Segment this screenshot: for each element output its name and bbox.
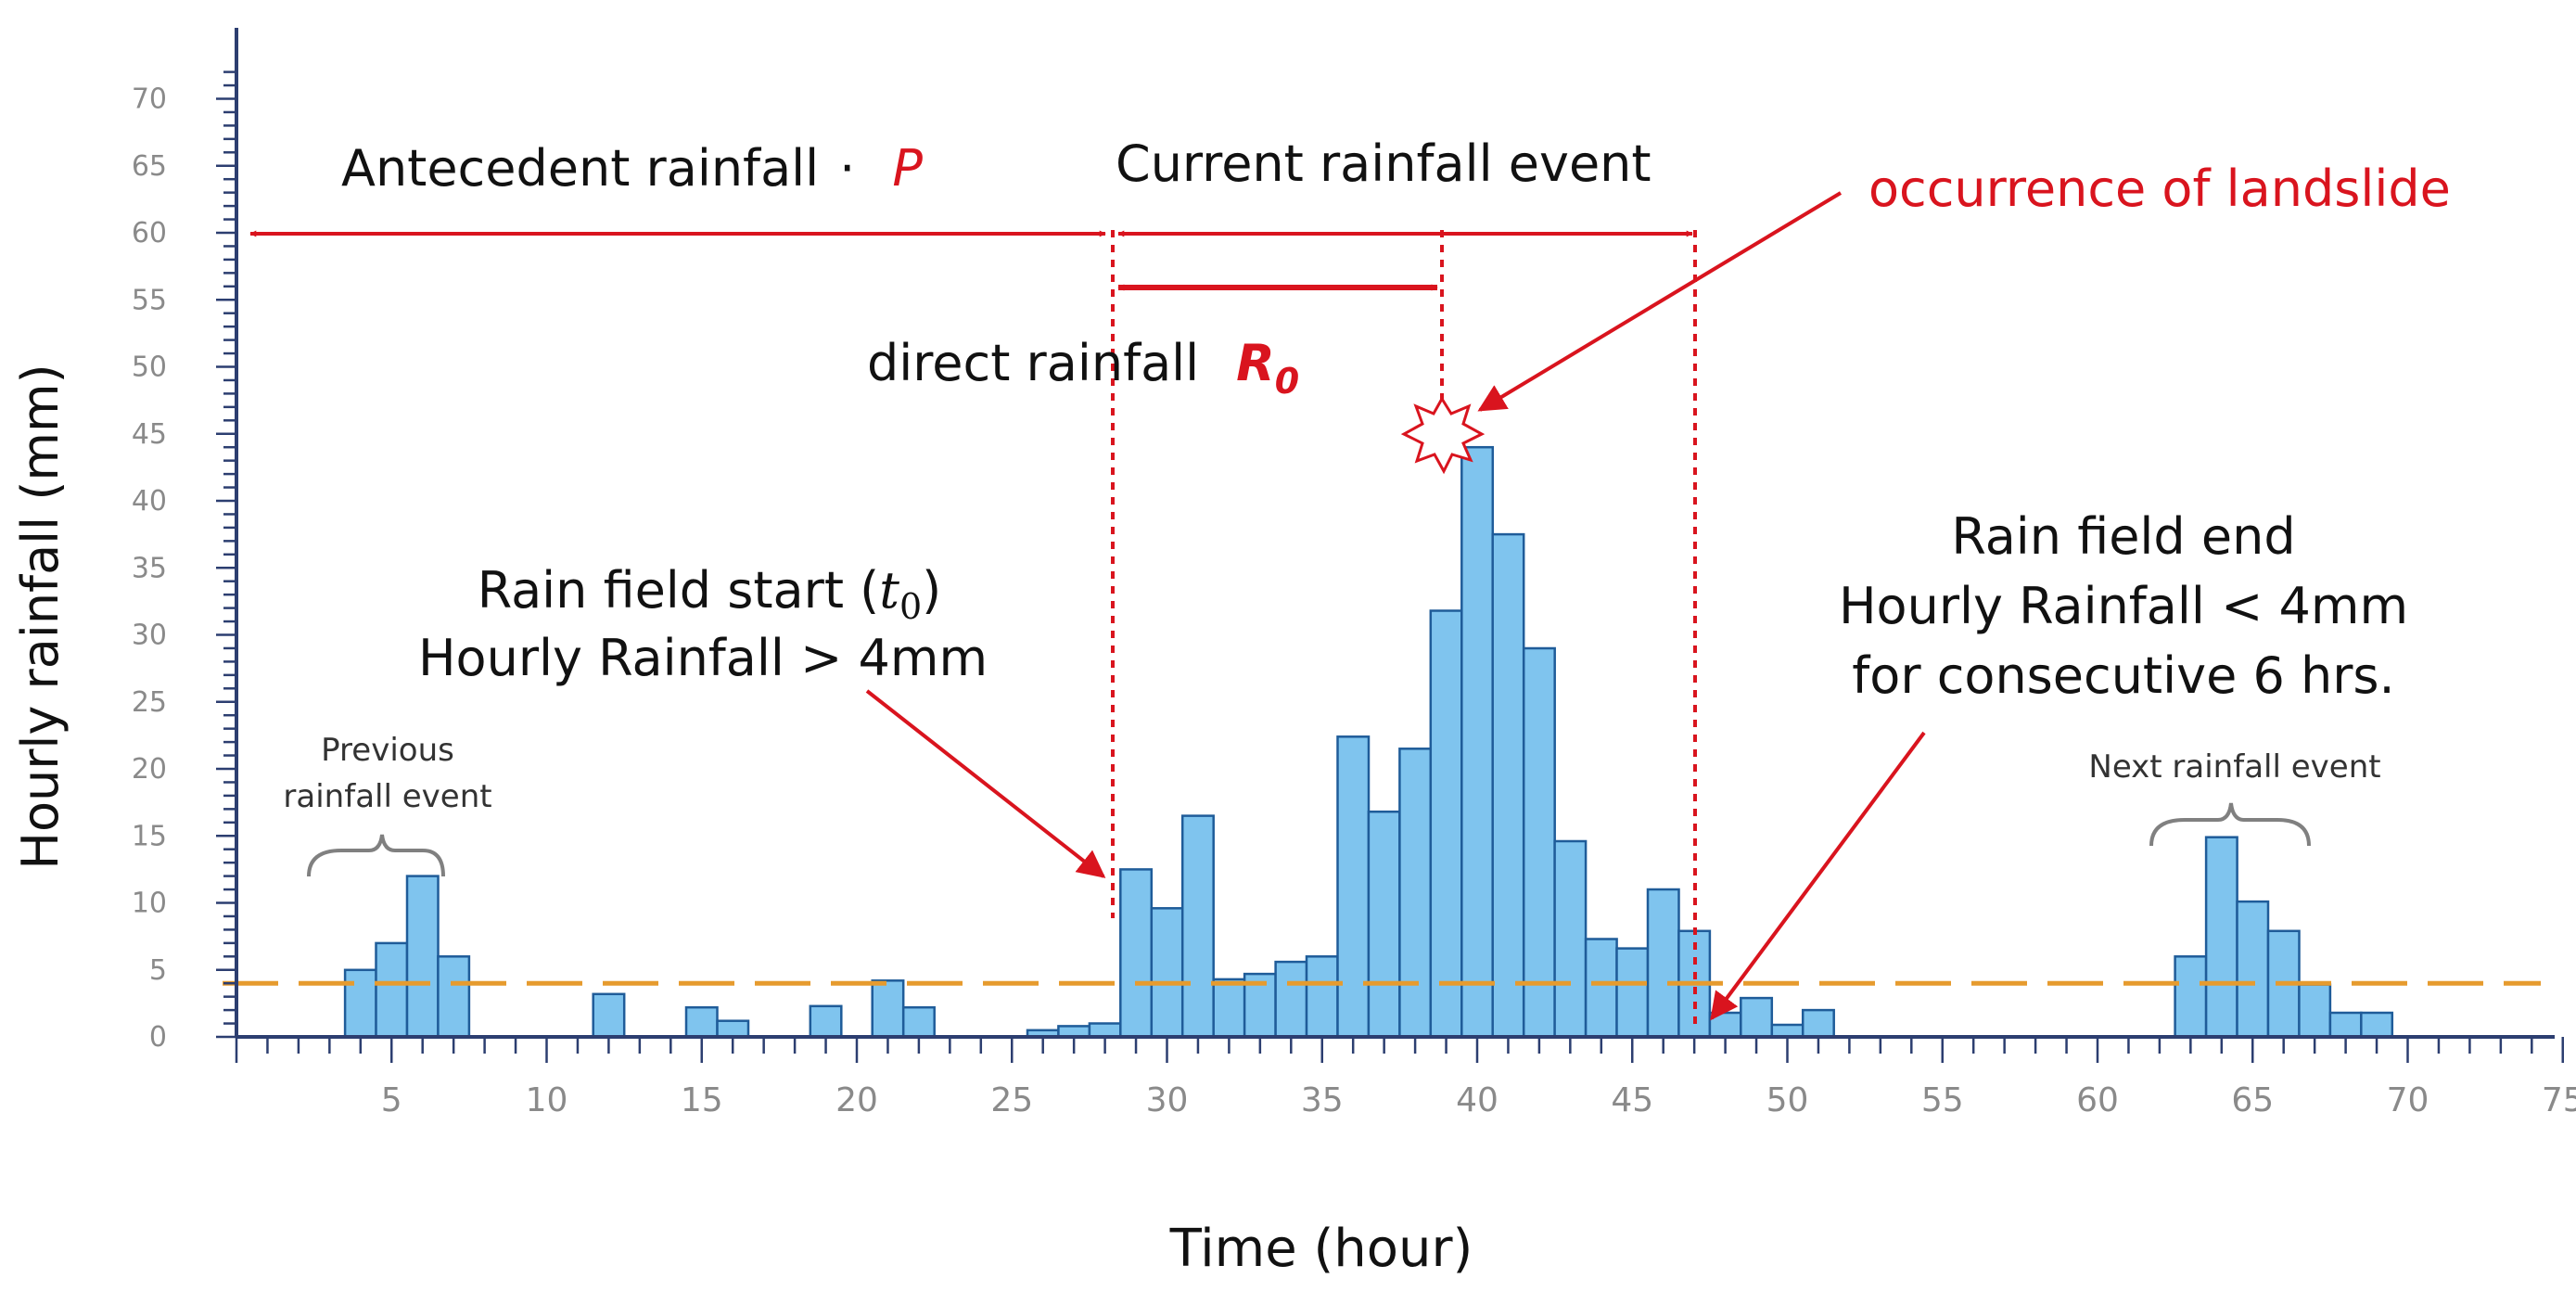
y-tick-label: 20 bbox=[132, 753, 167, 786]
rain-start-label-line1: Rain field start (t0) bbox=[478, 561, 941, 627]
landslide-pointer-arrow bbox=[1477, 191, 1843, 412]
bar-hour-65 bbox=[2236, 900, 2270, 1039]
x-tick-label: 40 bbox=[1456, 1081, 1498, 1119]
bar-hour-6 bbox=[405, 875, 440, 1039]
x-tick-label: 45 bbox=[1611, 1081, 1653, 1119]
x-tick-label: 60 bbox=[2076, 1081, 2119, 1119]
bar-hour-44 bbox=[1584, 938, 1618, 1039]
previous-event-brace bbox=[307, 834, 445, 877]
bar-hour-63 bbox=[2174, 955, 2208, 1039]
bar-hour-45 bbox=[1615, 947, 1650, 1039]
current-event-label: Current rainfall event bbox=[1116, 134, 1651, 193]
bar-hour-32 bbox=[1212, 978, 1246, 1039]
previous-event-label-line1: Previous bbox=[321, 732, 454, 769]
next-event-brace bbox=[2149, 802, 2311, 847]
bar-hour-64 bbox=[2204, 836, 2238, 1039]
bar-hour-37 bbox=[1367, 810, 1401, 1039]
bar-hour-43 bbox=[1553, 839, 1588, 1039]
y-tick-label: 30 bbox=[132, 620, 167, 652]
bar-hour-41 bbox=[1491, 532, 1525, 1039]
y-tick-label: 5 bbox=[149, 954, 167, 987]
bar-hour-35 bbox=[1305, 955, 1339, 1039]
bar-hour-28 bbox=[1088, 1022, 1122, 1039]
y-tick-label: 10 bbox=[132, 888, 167, 920]
bar-hour-30 bbox=[1150, 907, 1184, 1039]
y-tick-label: 60 bbox=[132, 217, 167, 249]
bar-hour-42 bbox=[1522, 646, 1556, 1039]
bar-hour-38 bbox=[1398, 748, 1433, 1039]
bars-group bbox=[343, 445, 2394, 1039]
x-tick-label: 20 bbox=[835, 1081, 878, 1119]
antecedent-label: Antecedent rainfall · P bbox=[341, 139, 923, 198]
rain-end-label-line1: Rain field end bbox=[1951, 507, 2295, 566]
bar-hour-16 bbox=[716, 1019, 750, 1039]
bar-hour-36 bbox=[1336, 735, 1371, 1039]
bar-hour-68 bbox=[2328, 1011, 2363, 1039]
bar-hour-40 bbox=[1460, 445, 1495, 1039]
direct-rainfall-label: direct rainfall R0 bbox=[867, 334, 1299, 402]
bar-hour-15 bbox=[684, 1005, 719, 1039]
bar-hour-67 bbox=[2298, 983, 2332, 1039]
bar-hour-5 bbox=[375, 941, 409, 1039]
bar-hour-12 bbox=[592, 992, 626, 1039]
x-tick-label: 10 bbox=[526, 1081, 568, 1119]
rain-start-label-line2: Hourly Rainfall > 4mm bbox=[418, 629, 988, 687]
y-tick-label: 65 bbox=[132, 150, 167, 183]
x-tick-label: 30 bbox=[1146, 1081, 1189, 1119]
x-tick-label: 50 bbox=[1766, 1081, 1809, 1119]
bar-hour-22 bbox=[901, 1005, 936, 1039]
x-tick-label: 70 bbox=[2387, 1081, 2429, 1119]
bar-hour-51 bbox=[1801, 1008, 1835, 1039]
rain-start-pointer-arrow bbox=[865, 689, 1106, 878]
next-event-label: Next rainfall event bbox=[2088, 748, 2380, 786]
y-axis-label: Hourly rainfall (mm) bbox=[11, 364, 70, 869]
bar-hour-19 bbox=[809, 1004, 843, 1039]
bar-hour-69 bbox=[2360, 1011, 2394, 1039]
x-tick-label: 15 bbox=[681, 1081, 723, 1119]
x-tick-label: 65 bbox=[2231, 1081, 2274, 1119]
rain-end-pointer-arrow bbox=[1710, 731, 1926, 1021]
x-tick-label: 25 bbox=[990, 1081, 1033, 1119]
y-tick-label: 40 bbox=[132, 485, 167, 518]
y-tick-label: 0 bbox=[149, 1021, 167, 1054]
x-tick-label: 5 bbox=[381, 1081, 402, 1119]
x-tick-label: 35 bbox=[1301, 1081, 1344, 1119]
bar-hour-21 bbox=[871, 979, 905, 1039]
y-tick-label: 55 bbox=[132, 284, 167, 316]
y-tick-label: 50 bbox=[132, 352, 167, 384]
previous-event-label-line2: rainfall event bbox=[283, 778, 491, 815]
x-tick-label: 75 bbox=[2542, 1081, 2576, 1119]
x-axis-label: Time (hour) bbox=[1169, 1219, 1473, 1279]
bar-hour-4 bbox=[343, 968, 377, 1039]
landslide-burst-icon bbox=[1400, 396, 1486, 475]
rain-end-label-line2: Hourly Rainfall < 4mm bbox=[1839, 577, 2408, 635]
bar-hour-49 bbox=[1740, 996, 1774, 1039]
bar-hour-34 bbox=[1274, 960, 1308, 1039]
bar-hour-39 bbox=[1429, 609, 1463, 1039]
y-tick-label: 35 bbox=[132, 552, 167, 584]
rain-end-label-line3: for consecutive 6 hrs. bbox=[1852, 646, 2394, 705]
bar-hour-31 bbox=[1180, 814, 1215, 1039]
y-tick-label: 70 bbox=[132, 83, 167, 116]
y-tick-label: 25 bbox=[132, 686, 167, 719]
bar-hour-7 bbox=[437, 955, 471, 1039]
y-tick-label: 15 bbox=[132, 820, 167, 852]
axes-group: 0 5 10 15 20 25 30 35 40 45 50 55 60 65 70 5 10 15 20 25 30 3… bbox=[132, 28, 2576, 1119]
y-tick-label: 45 bbox=[132, 418, 167, 451]
x-tick-label: 55 bbox=[1921, 1081, 1964, 1119]
bar-hour-29 bbox=[1119, 868, 1154, 1039]
landslide-label: occurrence of landslide bbox=[1868, 160, 2451, 218]
bar-hour-46 bbox=[1646, 888, 1680, 1039]
